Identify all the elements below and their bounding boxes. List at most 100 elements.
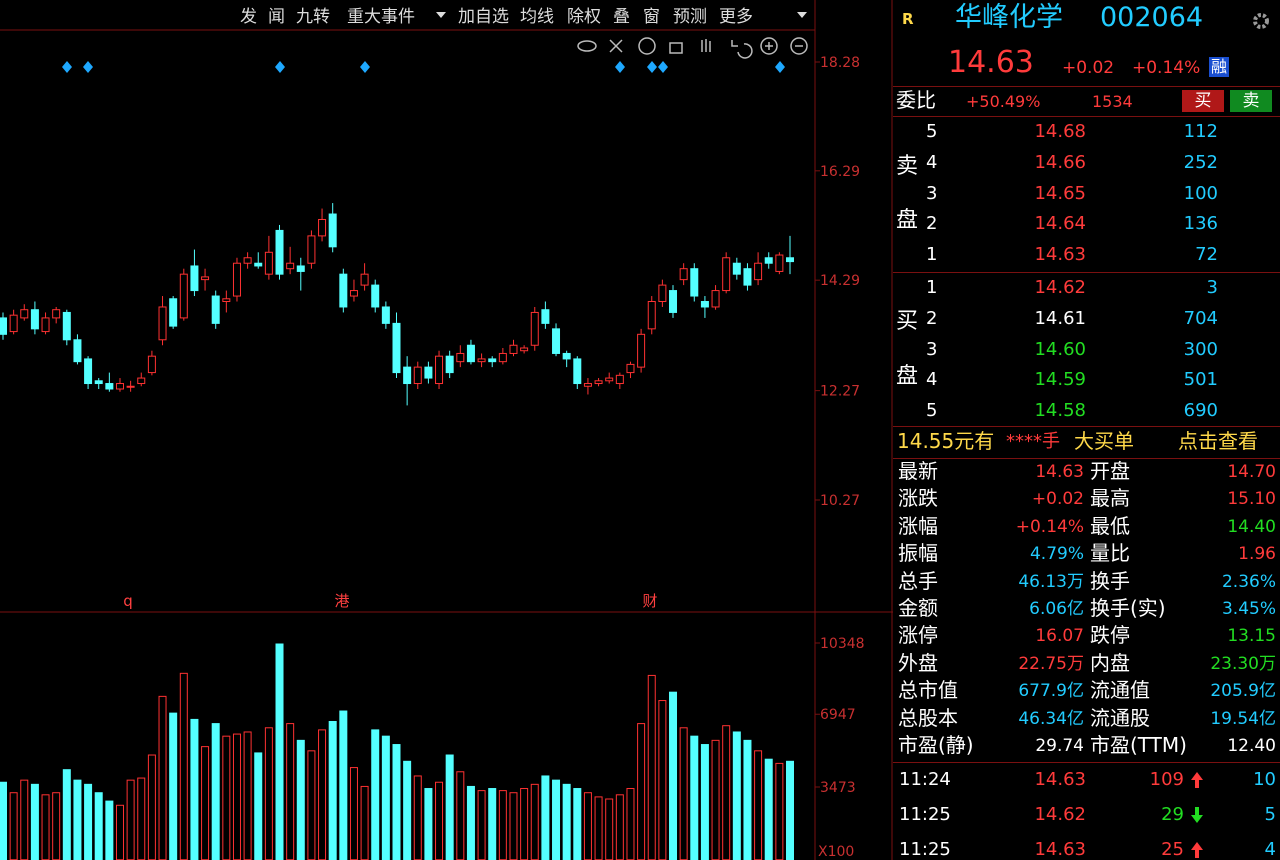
- candle-body: [445, 355, 454, 374]
- stat-value: 46.13万: [1018, 571, 1084, 592]
- tool-icon[interactable]: [577, 40, 597, 52]
- volume-bar: [711, 739, 720, 860]
- candle-body: [41, 317, 50, 333]
- volume-bar: [413, 775, 422, 860]
- volume-bar: [360, 785, 369, 860]
- tool-icon[interactable]: [790, 37, 808, 55]
- price-tick-label: 16.29: [820, 164, 860, 180]
- candle-body: [328, 213, 337, 248]
- stat-value: 15.10: [1227, 489, 1276, 510]
- order-level: 2: [926, 213, 938, 235]
- volume-bar: [30, 783, 39, 860]
- volume-bar: [381, 735, 390, 860]
- order-level: 3: [926, 338, 938, 360]
- stock-code: 002064: [1100, 2, 1204, 33]
- candle-body: [711, 290, 720, 308]
- volume-bar: [732, 731, 741, 860]
- volume-bar: [690, 735, 699, 860]
- candle-body: [349, 290, 358, 297]
- candle-body: [775, 254, 784, 272]
- tool-icon[interactable]: [609, 39, 623, 53]
- toolbar-tab[interactable]: 发: [240, 7, 257, 27]
- volume-bar: [488, 788, 497, 860]
- candle-body: [583, 383, 592, 387]
- volume-bar: [105, 800, 114, 860]
- toolbar-tab[interactable]: 九转: [296, 7, 330, 27]
- volume-bar: [775, 762, 784, 860]
- toolbar-tab[interactable]: 重大事件: [347, 7, 415, 27]
- candle-body: [9, 314, 18, 333]
- tool-icon[interactable]: [731, 40, 753, 59]
- stat-label: 最新: [898, 459, 938, 483]
- order-volume: 300: [1183, 338, 1218, 360]
- stat-label: 流通股: [1090, 705, 1150, 730]
- tool-icon[interactable]: [669, 42, 683, 54]
- arrow: [1191, 842, 1203, 858]
- candle-body: [573, 358, 582, 385]
- candle-body: [52, 309, 61, 319]
- stat-label: 振幅: [898, 541, 938, 566]
- candle-body: [137, 377, 146, 385]
- trade-direction: [1191, 772, 1203, 788]
- dropdown-arrow: [797, 12, 807, 18]
- stat-value: 6.06亿: [1029, 599, 1084, 619]
- order-level: 3: [926, 182, 938, 204]
- toolbar-tab[interactable]: 更多: [719, 7, 753, 27]
- order-volume: 704: [1183, 307, 1218, 329]
- divider: [893, 762, 1280, 763]
- candle-body: [743, 268, 752, 286]
- event-diamond: [360, 61, 370, 73]
- order-volume: 501: [1183, 369, 1218, 391]
- big-order-link[interactable]: 点击查看: [1178, 429, 1258, 453]
- volume-bar: [62, 769, 71, 860]
- order-volume: 72: [1195, 244, 1218, 266]
- candle-body: [637, 333, 646, 368]
- stat-value: 29.74: [1035, 736, 1084, 756]
- big-order-amount: ****手: [1006, 431, 1060, 452]
- event-label: q: [123, 592, 133, 610]
- stat-label: 流通值: [1090, 678, 1150, 703]
- chart-tools[interactable]: [577, 37, 808, 59]
- candle-body: [126, 385, 135, 388]
- buy-button[interactable]: 买: [1182, 90, 1224, 112]
- stat-label: 最高: [1090, 486, 1130, 511]
- event-diamond: [775, 61, 785, 73]
- toolbar-tab[interactable]: 均线: [520, 7, 554, 27]
- candle-body: [296, 265, 305, 272]
- volume-bar: [573, 788, 582, 860]
- tool-icon[interactable]: [701, 39, 711, 52]
- candle-body: [286, 262, 295, 270]
- toolbar-tab[interactable]: 叠: [613, 7, 630, 27]
- tool-icon[interactable]: [760, 37, 778, 55]
- candle-body: [477, 358, 486, 363]
- stat-label: 总市值: [898, 678, 958, 703]
- toolbar-tab[interactable]: 窗: [643, 7, 660, 27]
- volume-bar: [328, 721, 337, 860]
- order-price: 14.66: [1034, 151, 1086, 173]
- volume-bar: [700, 744, 709, 860]
- stock-chart: 发闻九转 重大事件 加自选 均线 除权叠窗预测 更多 18.28 16.29 14.29 12.2…: [0, 0, 893, 860]
- settings-icon[interactable]: [1250, 10, 1272, 32]
- tool-icon[interactable]: [765, 42, 773, 50]
- order-volume: 112: [1183, 121, 1218, 142]
- order-level: 1: [926, 244, 938, 266]
- event-diamond: [615, 61, 625, 73]
- candle-body: [339, 273, 348, 308]
- event-diamond: [62, 61, 72, 73]
- candle-body: [456, 352, 465, 363]
- tool-icon[interactable]: [638, 37, 656, 55]
- stat-label: 最低: [1090, 513, 1130, 538]
- volume-bar: [222, 735, 231, 860]
- volume-bar: [371, 729, 380, 860]
- toolbar-tab[interactable]: 加自选: [458, 7, 509, 27]
- volume-bar: [169, 712, 178, 860]
- toolbar-tab[interactable]: 除权: [567, 7, 601, 27]
- volume-bar: [84, 783, 93, 860]
- stat-value: 1.96: [1238, 544, 1276, 565]
- trade-volume: 109: [1149, 769, 1184, 790]
- volume-bar: [605, 798, 614, 860]
- toolbar-tab[interactable]: 预测: [673, 7, 707, 27]
- toolbar-tab[interactable]: 闻: [268, 7, 285, 27]
- sell-button[interactable]: 卖: [1230, 90, 1272, 112]
- candle-body: [201, 276, 210, 281]
